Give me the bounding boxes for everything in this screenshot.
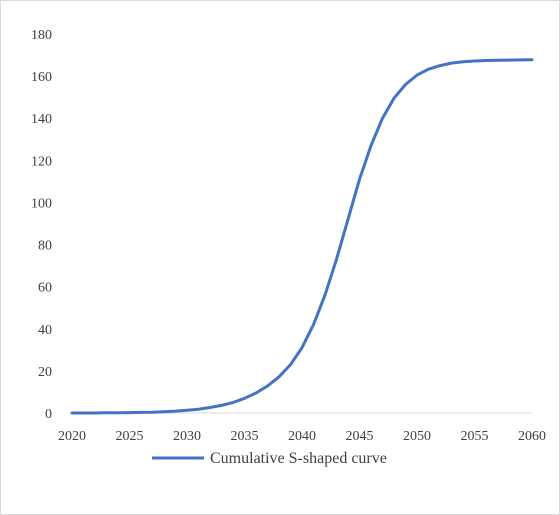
legend-label: Cumulative S-shaped curve [210,450,387,467]
y-tick-label: 20 [38,365,52,380]
x-tick-label: 2055 [461,429,489,444]
y-tick-label: 140 [31,112,52,127]
y-tick-label: 120 [31,154,52,169]
x-tick-label: 2020 [58,429,86,444]
y-tick-label: 160 [31,70,52,85]
x-tick-label: 2025 [116,429,144,444]
x-tick-label: 2040 [288,429,316,444]
y-tick-label: 40 [38,323,52,338]
series-group [70,58,534,415]
x-axis-ticks: 2020 2025 2030 2035 2040 2045 2050 2055 2060 [58,429,546,444]
legend: Cumulative S-shaped curve [152,450,387,467]
x-tick-label: 2030 [173,429,201,444]
x-tick-label: 2035 [231,429,259,444]
x-tick-label: 2060 [518,429,546,444]
x-tick-label: 2045 [346,429,374,444]
y-tick-label: 180 [31,28,52,43]
x-tick-label: 2050 [403,429,431,444]
series-line [70,58,534,415]
y-tick-label: 100 [31,196,52,211]
y-tick-label: 60 [38,281,52,296]
y-tick-label: 0 [45,407,52,422]
y-tick-label: 80 [38,239,52,254]
y-axis-ticks: 0 20 40 60 80 100 120 140 160 180 [31,28,52,422]
